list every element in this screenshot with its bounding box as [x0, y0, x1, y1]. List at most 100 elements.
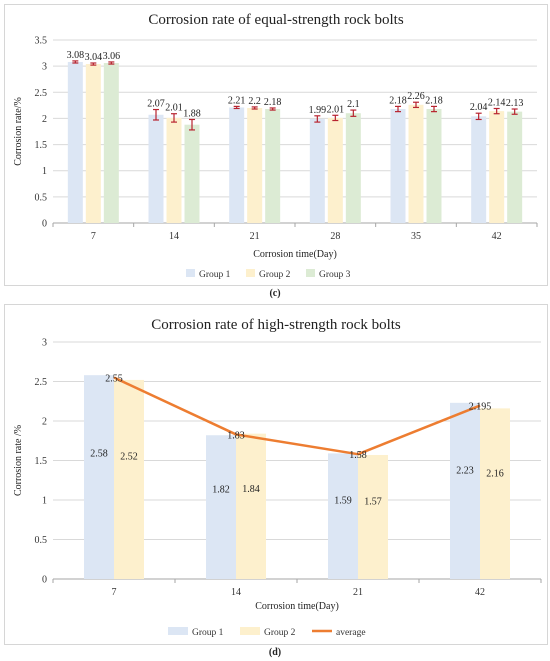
- data-label: 1.84: [242, 484, 260, 495]
- legend-swatch: [186, 269, 195, 277]
- bar-group-1: [229, 107, 244, 223]
- x-tick-label: 28: [330, 231, 340, 242]
- x-tick-label: 14: [231, 587, 241, 598]
- y-tick-label: 0.5: [35, 535, 48, 546]
- y-axis-title: Corrosion rate /%: [13, 425, 24, 496]
- data-label: 2.01: [327, 104, 345, 115]
- bar-group-2: [86, 64, 101, 223]
- data-label: 3.08: [67, 50, 85, 61]
- x-tick-label: 21: [353, 587, 363, 598]
- bar-group-1: [68, 62, 83, 223]
- x-tick-label: 35: [411, 231, 421, 242]
- bar-group-2: [480, 408, 510, 579]
- data-label: 2.16: [486, 469, 504, 480]
- data-label: 1.82: [212, 485, 230, 496]
- bar-group-3: [346, 113, 361, 223]
- bar-group-1: [206, 435, 236, 579]
- y-tick-label: 3: [42, 62, 47, 73]
- data-label: 2.04: [470, 102, 488, 113]
- data-label: 1.88: [183, 108, 201, 119]
- data-label: 2.01: [165, 103, 183, 114]
- legend-swatch: [168, 627, 188, 635]
- x-tick-label: 7: [91, 231, 96, 242]
- bar-group-1: [391, 109, 406, 223]
- bar-group-2: [167, 118, 182, 223]
- data-label: 3.04: [85, 52, 103, 63]
- y-tick-label: 3.5: [35, 36, 48, 47]
- average-line: [114, 378, 480, 455]
- line-data-label: 1.83: [227, 430, 245, 441]
- bar-group-1: [84, 375, 114, 579]
- data-label: 1.59: [334, 496, 352, 507]
- y-tick-label: 2: [42, 417, 47, 428]
- chart-panel-c: Corrosion rate of equal-strength rock bo…: [4, 4, 548, 286]
- data-label: 2.13: [506, 98, 524, 109]
- bar-group-1: [310, 119, 325, 223]
- x-axis-title: Corrosion time(Day): [255, 601, 339, 612]
- y-tick-label: 2: [42, 114, 47, 125]
- y-tick-label: 2.5: [35, 377, 48, 388]
- legend-swatch: [246, 269, 255, 277]
- bar-group-3: [185, 125, 200, 223]
- y-tick-label: 0: [42, 575, 47, 586]
- data-label: 2.2: [248, 96, 261, 107]
- data-label: 2.18: [389, 95, 407, 106]
- x-tick-label: 42: [492, 231, 502, 242]
- caption-c: (c): [0, 288, 550, 299]
- data-label: 2.18: [264, 97, 282, 108]
- bar-group-1: [450, 403, 480, 579]
- legend-label: Group 1: [192, 628, 224, 638]
- bar-group-2: [328, 118, 343, 223]
- y-tick-label: 1.5: [35, 140, 48, 151]
- y-tick-label: 0: [42, 219, 47, 230]
- y-tick-label: 0.5: [35, 192, 48, 203]
- x-tick-label: 7: [112, 587, 117, 598]
- y-tick-label: 1: [42, 496, 47, 507]
- bar-group-2: [409, 105, 424, 223]
- data-label: 1.57: [364, 497, 382, 508]
- bar-group-3: [104, 63, 119, 223]
- bar-group-3: [427, 109, 442, 223]
- data-label: 2.14: [488, 97, 506, 108]
- chart-c-svg: Corrosion rate of equal-strength rock bo…: [5, 5, 547, 285]
- data-label: 2.52: [120, 452, 138, 463]
- x-tick-label: 21: [250, 231, 260, 242]
- data-label: 2.07: [147, 99, 165, 110]
- y-tick-label: 3: [42, 338, 47, 349]
- legend-label: Group 3: [319, 270, 351, 280]
- y-tick-label: 2.5: [35, 88, 48, 99]
- y-axis-title: Corrosion rate/%: [13, 97, 24, 166]
- line-data-label: 2.55: [105, 374, 123, 385]
- data-label: 2.26: [407, 91, 425, 102]
- bar-group-2: [489, 111, 504, 223]
- data-label: 3.06: [103, 51, 121, 62]
- legend-swatch: [306, 269, 315, 277]
- data-label: 1.99: [309, 105, 327, 116]
- x-tick-label: 42: [475, 587, 485, 598]
- bar-group-1: [471, 116, 486, 223]
- bar-group-2: [114, 380, 144, 579]
- legend-label: average: [336, 628, 366, 638]
- bar-group-3: [265, 109, 280, 223]
- y-tick-label: 1: [42, 166, 47, 177]
- chart-panel-d: Corrosion rate of high-strength rock bol…: [4, 304, 548, 645]
- data-label: 2.58: [90, 449, 108, 460]
- bar-group-1: [149, 115, 164, 223]
- bar-group-3: [507, 112, 522, 223]
- data-label: 2.23: [456, 465, 474, 476]
- bar-group-2: [247, 108, 262, 223]
- bar-group-2: [358, 455, 388, 579]
- legend-label: Group 2: [259, 270, 291, 280]
- y-tick-label: 1.5: [35, 456, 48, 467]
- line-data-label: 1.58: [349, 450, 367, 461]
- data-label: 2.18: [425, 95, 443, 106]
- x-axis-title: Corrosion time(Day): [253, 249, 337, 260]
- chart-title: Corrosion rate of equal-strength rock bo…: [148, 12, 404, 28]
- legend-swatch: [240, 627, 260, 635]
- line-data-label: 2.195: [469, 402, 492, 413]
- bar-group-2: [236, 434, 266, 579]
- data-label: 2.21: [228, 95, 246, 106]
- bar-group-1: [328, 453, 358, 579]
- x-tick-label: 14: [169, 231, 179, 242]
- chart-d-svg: Corrosion rate of high-strength rock bol…: [5, 305, 547, 644]
